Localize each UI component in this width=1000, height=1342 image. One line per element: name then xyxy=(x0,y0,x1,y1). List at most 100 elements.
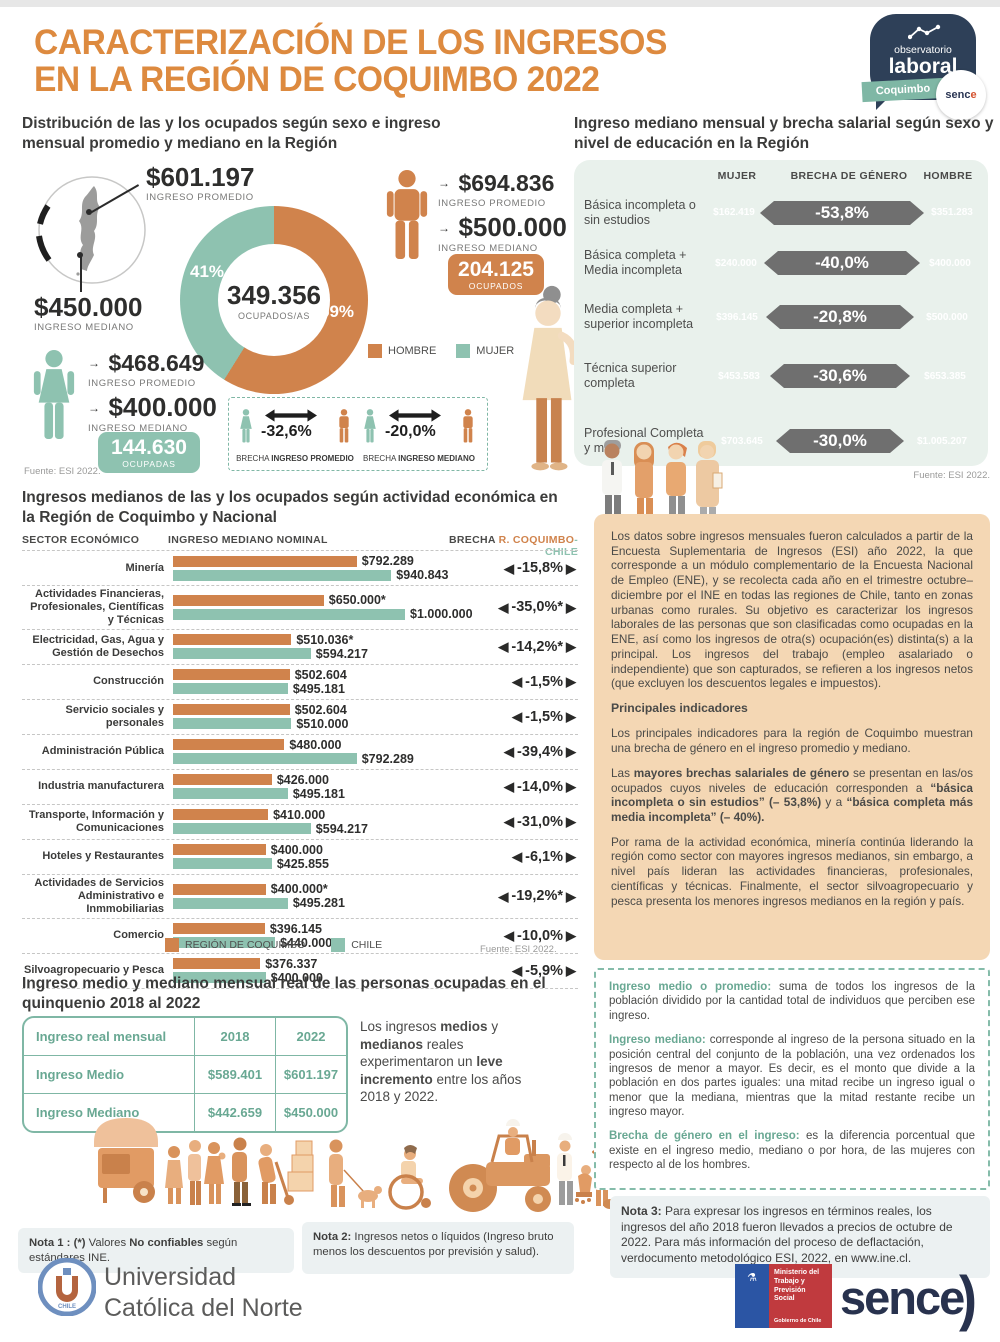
row-label: Ingreso Medio xyxy=(24,1055,195,1093)
sence-arc: ) xyxy=(959,1263,977,1332)
col-header-brecha: BRECHA R. COQUIMBO-CHILE xyxy=(420,534,578,558)
chile-bar xyxy=(173,897,288,909)
methodology-paragraph: Los datos sobre ingresos mensuales fuero… xyxy=(611,529,973,691)
col-header-brecha: BRECHA DE GÉNERO xyxy=(790,170,908,182)
sector-label: Industria manufacturera xyxy=(38,780,164,793)
sector-label: Actividades de Servicios Administrativo … xyxy=(34,876,164,915)
coat-of-arms-icon: ⚗ xyxy=(747,1272,757,1284)
indicators-paragraph: Los principales indicadores para la regi… xyxy=(611,726,973,756)
left-triangle-icon: ◀ xyxy=(512,849,523,865)
right-triangle-icon: ▶ xyxy=(566,674,576,690)
sector-label: Hoteles y Restaurantes xyxy=(42,850,164,863)
value-2022: $450.000 xyxy=(276,1093,346,1131)
right-triangle-icon: ▶ xyxy=(566,709,576,725)
gap-value: -14,0% xyxy=(517,778,563,795)
sector-row: Actividades Financieras, Profesionales, … xyxy=(22,585,578,629)
region-value: $376.337 xyxy=(265,956,318,971)
brecha-header-region: R. COQUIMBO xyxy=(498,534,575,546)
total-ocupados: 349.356 xyxy=(227,279,321,310)
table-header-row: Ingreso real mensual 2018 2022 xyxy=(24,1018,346,1055)
region-value: $510.036* xyxy=(296,632,354,647)
col-header-mujer: MUJER xyxy=(717,170,757,182)
chile-bar xyxy=(173,823,311,835)
chile-bar xyxy=(173,608,405,620)
sector-row: Silvoagropecuario y Pesca $376.337 $400.… xyxy=(22,952,578,989)
hombre-ocupados-value: 204.125 xyxy=(458,258,534,281)
gap-value: -14,2%* xyxy=(511,638,563,655)
double-arrow-icon xyxy=(389,409,441,422)
methodology-box: Los datos sobre ingresos mensuales fuero… xyxy=(594,514,990,960)
pct-hombre: 59% xyxy=(320,302,355,321)
hombre-swatch xyxy=(368,344,382,358)
region-bar xyxy=(173,923,265,935)
header-ingreso-real: Ingreso real mensual xyxy=(24,1018,195,1055)
chile-bar xyxy=(173,753,357,765)
sence-mini-e: e xyxy=(970,89,977,101)
chile-bar xyxy=(173,972,266,984)
observatorio-laboral-logo: observatorio laboral Coquimbo senc e xyxy=(861,14,992,124)
sector-row: Actividades de Servicios Administrativo … xyxy=(22,873,578,918)
chile-value: $440.000 xyxy=(280,935,333,950)
region-bar xyxy=(173,634,292,646)
region-value: $480.000 xyxy=(289,737,342,752)
mujer-ocupadas-label: OCUPADAS xyxy=(122,459,176,470)
sector-label: Electricidad, Gas, Agua y Gestión de Des… xyxy=(32,633,164,659)
mujer-mediano-label: INGRESO MEDIANO xyxy=(88,423,188,434)
ministry-name: Ministerio del Trabajo y Previsión Social xyxy=(774,1269,820,1303)
gap-value: -5,9% xyxy=(525,962,563,979)
education-rows: Básica incompleta o sin estudios $162.41… xyxy=(584,188,978,475)
chile-value: $594.217 xyxy=(315,821,368,836)
region-mediano-label: INGRESO MEDIANO xyxy=(34,322,134,333)
gap-value: -1,5% xyxy=(525,673,563,690)
sence-mini-logo: senc e xyxy=(936,70,986,120)
left-triangle-icon: ◀ xyxy=(498,888,509,904)
sector-row: Minería $792.289 $940.843 ◀ -15,8% ▶ xyxy=(22,550,578,585)
chile-value: $495.281 xyxy=(292,896,345,911)
chile-bar xyxy=(173,937,276,949)
left-triangle-icon: ◀ xyxy=(504,928,515,944)
gap-value: -31,0% xyxy=(517,813,563,830)
gap-value: -40,0% xyxy=(815,253,869,272)
distribution-title: Distribución de las y los ocupados según… xyxy=(22,115,441,152)
gap-value: -15,8% xyxy=(517,560,563,576)
left-triangle-icon: ◀ xyxy=(512,709,523,725)
region-bar xyxy=(173,669,290,681)
legend-mujer-label: MUJER xyxy=(476,345,515,357)
hombre-mediano-label: INGRESO MEDIANO xyxy=(438,243,538,254)
legend-chile: CHILE xyxy=(331,938,382,952)
chile-bar xyxy=(173,788,288,800)
gap-value: -30,0% xyxy=(813,431,867,450)
male-icon xyxy=(386,170,428,260)
education-level-label: Básica completa + Media incompleta xyxy=(584,248,687,277)
female-icon xyxy=(364,409,376,443)
region-bar xyxy=(173,704,290,716)
region-bar xyxy=(173,958,261,970)
hombre-income-circle: $351.283 xyxy=(931,207,973,218)
ucn-line1: Universidad xyxy=(104,1263,237,1291)
gap-arrow: -53,8% xyxy=(774,200,910,225)
region-value: $426.000 xyxy=(276,772,329,787)
mujer-ocupadas-badge: 144.630 OCUPADAS xyxy=(98,432,200,474)
legend-chile-label: CHILE xyxy=(351,939,383,951)
table-row: Ingreso Mediano $442.659 $450.000 xyxy=(24,1093,346,1131)
gap-value: -30,6% xyxy=(813,366,867,385)
gap-value: -20,8% xyxy=(813,307,867,326)
logo-text-laboral: laboral xyxy=(888,55,958,78)
left-triangle-icon: ◀ xyxy=(504,744,515,760)
sector-row: Comercio $396.145 $440.000 ◀ -10,0% ▶ xyxy=(22,917,578,953)
page-title: CARACTERIZACIÓN DE LOS INGRESOS EN LA REG… xyxy=(34,24,667,98)
gaps-paragraph: Las mayores brechas salariales de género… xyxy=(611,765,974,824)
region-value: $792.289 xyxy=(361,554,414,568)
chile-bar xyxy=(173,683,288,695)
education-row: Básica completa + Media incompleta $240.… xyxy=(584,237,978,289)
gap-value: -39,4% xyxy=(517,743,563,760)
region-value: $400.000 xyxy=(270,842,323,857)
sence-mini-text: senc xyxy=(945,89,971,101)
chile-bar xyxy=(173,569,392,581)
region-bar xyxy=(173,883,266,895)
map-pointer-dot xyxy=(86,209,92,215)
male-icon xyxy=(339,409,349,443)
education-source: Fuente: ESI 2022. xyxy=(913,470,990,481)
hombre-promedio-block: $694.836 INGRESO PROMEDIO xyxy=(438,172,554,210)
indicators-heading: Principales indicadores xyxy=(611,701,748,716)
